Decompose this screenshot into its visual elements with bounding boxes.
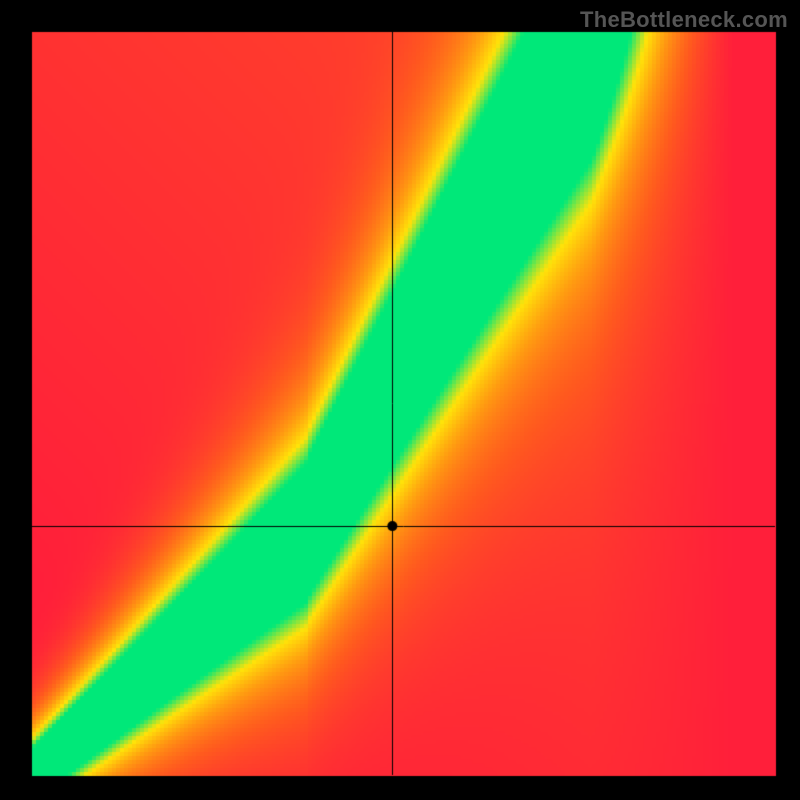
heatmap-canvas [0, 0, 800, 800]
chart-stage: TheBottleneck.com [0, 0, 800, 800]
